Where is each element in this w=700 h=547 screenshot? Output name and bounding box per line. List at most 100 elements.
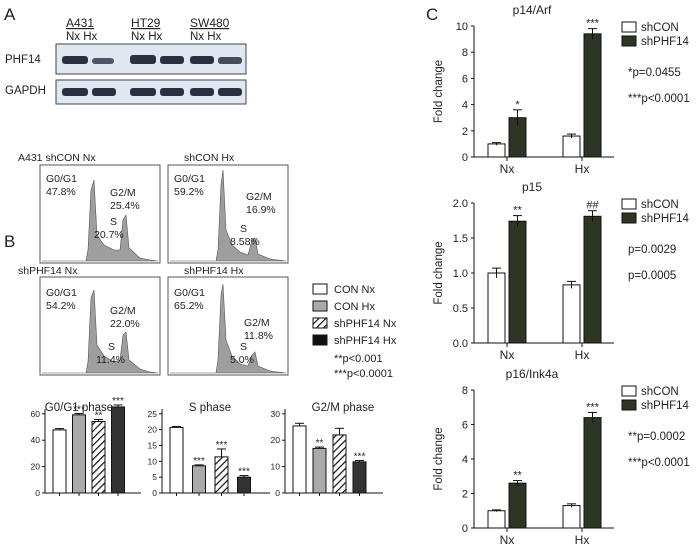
blot-band — [160, 88, 184, 96]
blot-band — [218, 88, 242, 96]
y-tick-label: 0 — [462, 152, 468, 164]
significance-star: *** — [73, 405, 85, 416]
chart-title: p15 — [522, 180, 542, 194]
chart-p14-arf: p14/Arf 0 2 4 6 8 10 Fold change * Nx *** Hx shCON sh… — [433, 3, 690, 176]
y-axis-label: Fold change — [433, 427, 445, 490]
chart-p15: p15 0.0 0.5 1.0 1.5 2.0 Fold change ** Nx ## Hx shC… — [433, 180, 690, 362]
bar-shphf14-hx — [352, 461, 367, 494]
g0-label-line: G0/G1 — [46, 173, 77, 185]
blot-band — [190, 88, 214, 96]
y-tick-label: 60 — [31, 409, 41, 419]
y-tick-label: 6 — [462, 73, 468, 85]
significance-star: * — [515, 99, 520, 111]
legend-swatch — [621, 399, 637, 411]
x-tick-label: Nx — [500, 162, 515, 176]
bar-shcon-hx — [562, 135, 581, 158]
chart-p16-ink4a: p16/Ink4a 0 2 4 6 8 Fold change ** Nx *** Hx shCON s… — [433, 367, 690, 547]
blot-band — [62, 88, 88, 96]
bar-con-nx — [52, 429, 67, 494]
legend-swatch — [621, 35, 637, 47]
condition-label: Nx Hx — [131, 31, 163, 43]
y-tick-label: 0.0 — [453, 338, 468, 350]
flow-plot-3: shPHF14 Nx G0/G1 54.2% G2/M 22.0% S 11.4% — [18, 265, 161, 376]
chart-title: p14/Arf — [513, 3, 552, 17]
legend-swatch — [621, 198, 637, 210]
flow-plot-title: shPHF14 Hx — [184, 265, 244, 277]
bar-shphf14-nx — [214, 456, 229, 494]
significance-star: *** — [112, 396, 124, 407]
y-axis-label: Fold change — [433, 241, 445, 304]
g2-label: G2/M 11.8% — [244, 317, 273, 342]
g0-label: G0/G1 65.2% — [174, 287, 205, 312]
y-axis-label: Fold change — [433, 60, 445, 123]
y-tick-label: 40 — [31, 435, 41, 445]
y-tick-label: 1.0 — [453, 268, 468, 280]
significance-note: ***p<0.0001 — [334, 368, 393, 380]
y-tick-label: 0 — [152, 488, 157, 498]
p-value-annotation: *p=0.0455 — [628, 67, 681, 79]
y-tick-label: 10 — [456, 21, 468, 33]
condition-label: Nx Hx — [66, 31, 98, 43]
blot-band — [62, 56, 88, 64]
significance-star: *** — [216, 440, 228, 451]
legend-label: shPHF14 — [641, 400, 690, 412]
g0-label: G0/G1 47.8% — [46, 173, 77, 198]
bar-con-nx — [169, 426, 184, 494]
bar-shphf14-nx — [508, 220, 527, 344]
legend-swatch — [621, 21, 637, 33]
bar-shcon-nx — [487, 510, 506, 529]
legend-label: shCON — [641, 22, 679, 34]
y-tick-label: 25 — [148, 409, 158, 419]
y-tick-label: 8 — [462, 385, 468, 397]
flow-plot-2: shCON Hx G0/G1 59.2% G2/M 16.9% S 8.58% — [167, 152, 289, 264]
y-tick-label: 8 — [462, 47, 468, 59]
flow-plot-title: A431 shCON Nx — [18, 152, 96, 164]
y-tick-label: 20 — [31, 462, 41, 472]
bar-shcon-nx — [487, 143, 506, 158]
condition-label: Nx Hx — [190, 31, 222, 43]
significance-star: ** — [95, 410, 103, 421]
bar-shcon-hx — [562, 505, 581, 529]
y-tick-label: 0 — [35, 488, 40, 498]
y-tick-label: 20 — [271, 435, 281, 445]
significance-star: ## — [586, 200, 599, 212]
bar-shphf14-hx — [237, 476, 251, 494]
panel-label-c: C — [426, 5, 438, 24]
legend-label: shPHF14 — [641, 36, 690, 48]
legend-label: CON Hx — [334, 301, 375, 313]
y-tick-label: 10 — [148, 456, 158, 466]
x-tick-label: Hx — [575, 162, 590, 176]
significance-star: *** — [586, 401, 600, 413]
histogram — [170, 169, 287, 262]
y-tick-label: 20 — [148, 425, 158, 435]
y-tick-label: 5 — [152, 472, 157, 482]
legend-swatch — [312, 300, 328, 312]
chart-title: G2/M phase — [312, 402, 375, 414]
blot-band — [190, 56, 214, 64]
legend-swatch — [312, 317, 328, 329]
chart-title: G0/G1 phase — [45, 402, 113, 414]
p-value-annotation: ***p<0.0001 — [628, 457, 690, 469]
bar-con-hx — [72, 414, 86, 494]
y-tick-label: 2 — [462, 489, 468, 501]
bar-con-hx — [312, 447, 327, 494]
p-value-annotation: p=0.0005 — [628, 270, 676, 282]
g2-label: G2/M 16.9% — [246, 191, 276, 216]
s-label: S 11.4% — [96, 341, 125, 366]
s-label: S 8.58% — [230, 223, 260, 248]
legend-swatch — [621, 385, 637, 397]
bar-shphf14-nx — [332, 434, 347, 494]
s-label: S 5.0% — [230, 341, 254, 366]
bar-shphf14-hx — [111, 406, 125, 494]
significance-star: ** — [513, 205, 522, 217]
y-tick-label: 4 — [462, 454, 468, 466]
s-label: S 20.7% — [94, 216, 124, 241]
legend-swatch — [621, 212, 637, 224]
histogram — [42, 179, 159, 262]
y-tick-label: 2 — [462, 126, 468, 138]
legend-label: shPHF14 Nx — [334, 318, 397, 330]
g2-label: G2/M 22.0% — [110, 305, 140, 330]
x-tick-label: Nx — [500, 533, 515, 547]
